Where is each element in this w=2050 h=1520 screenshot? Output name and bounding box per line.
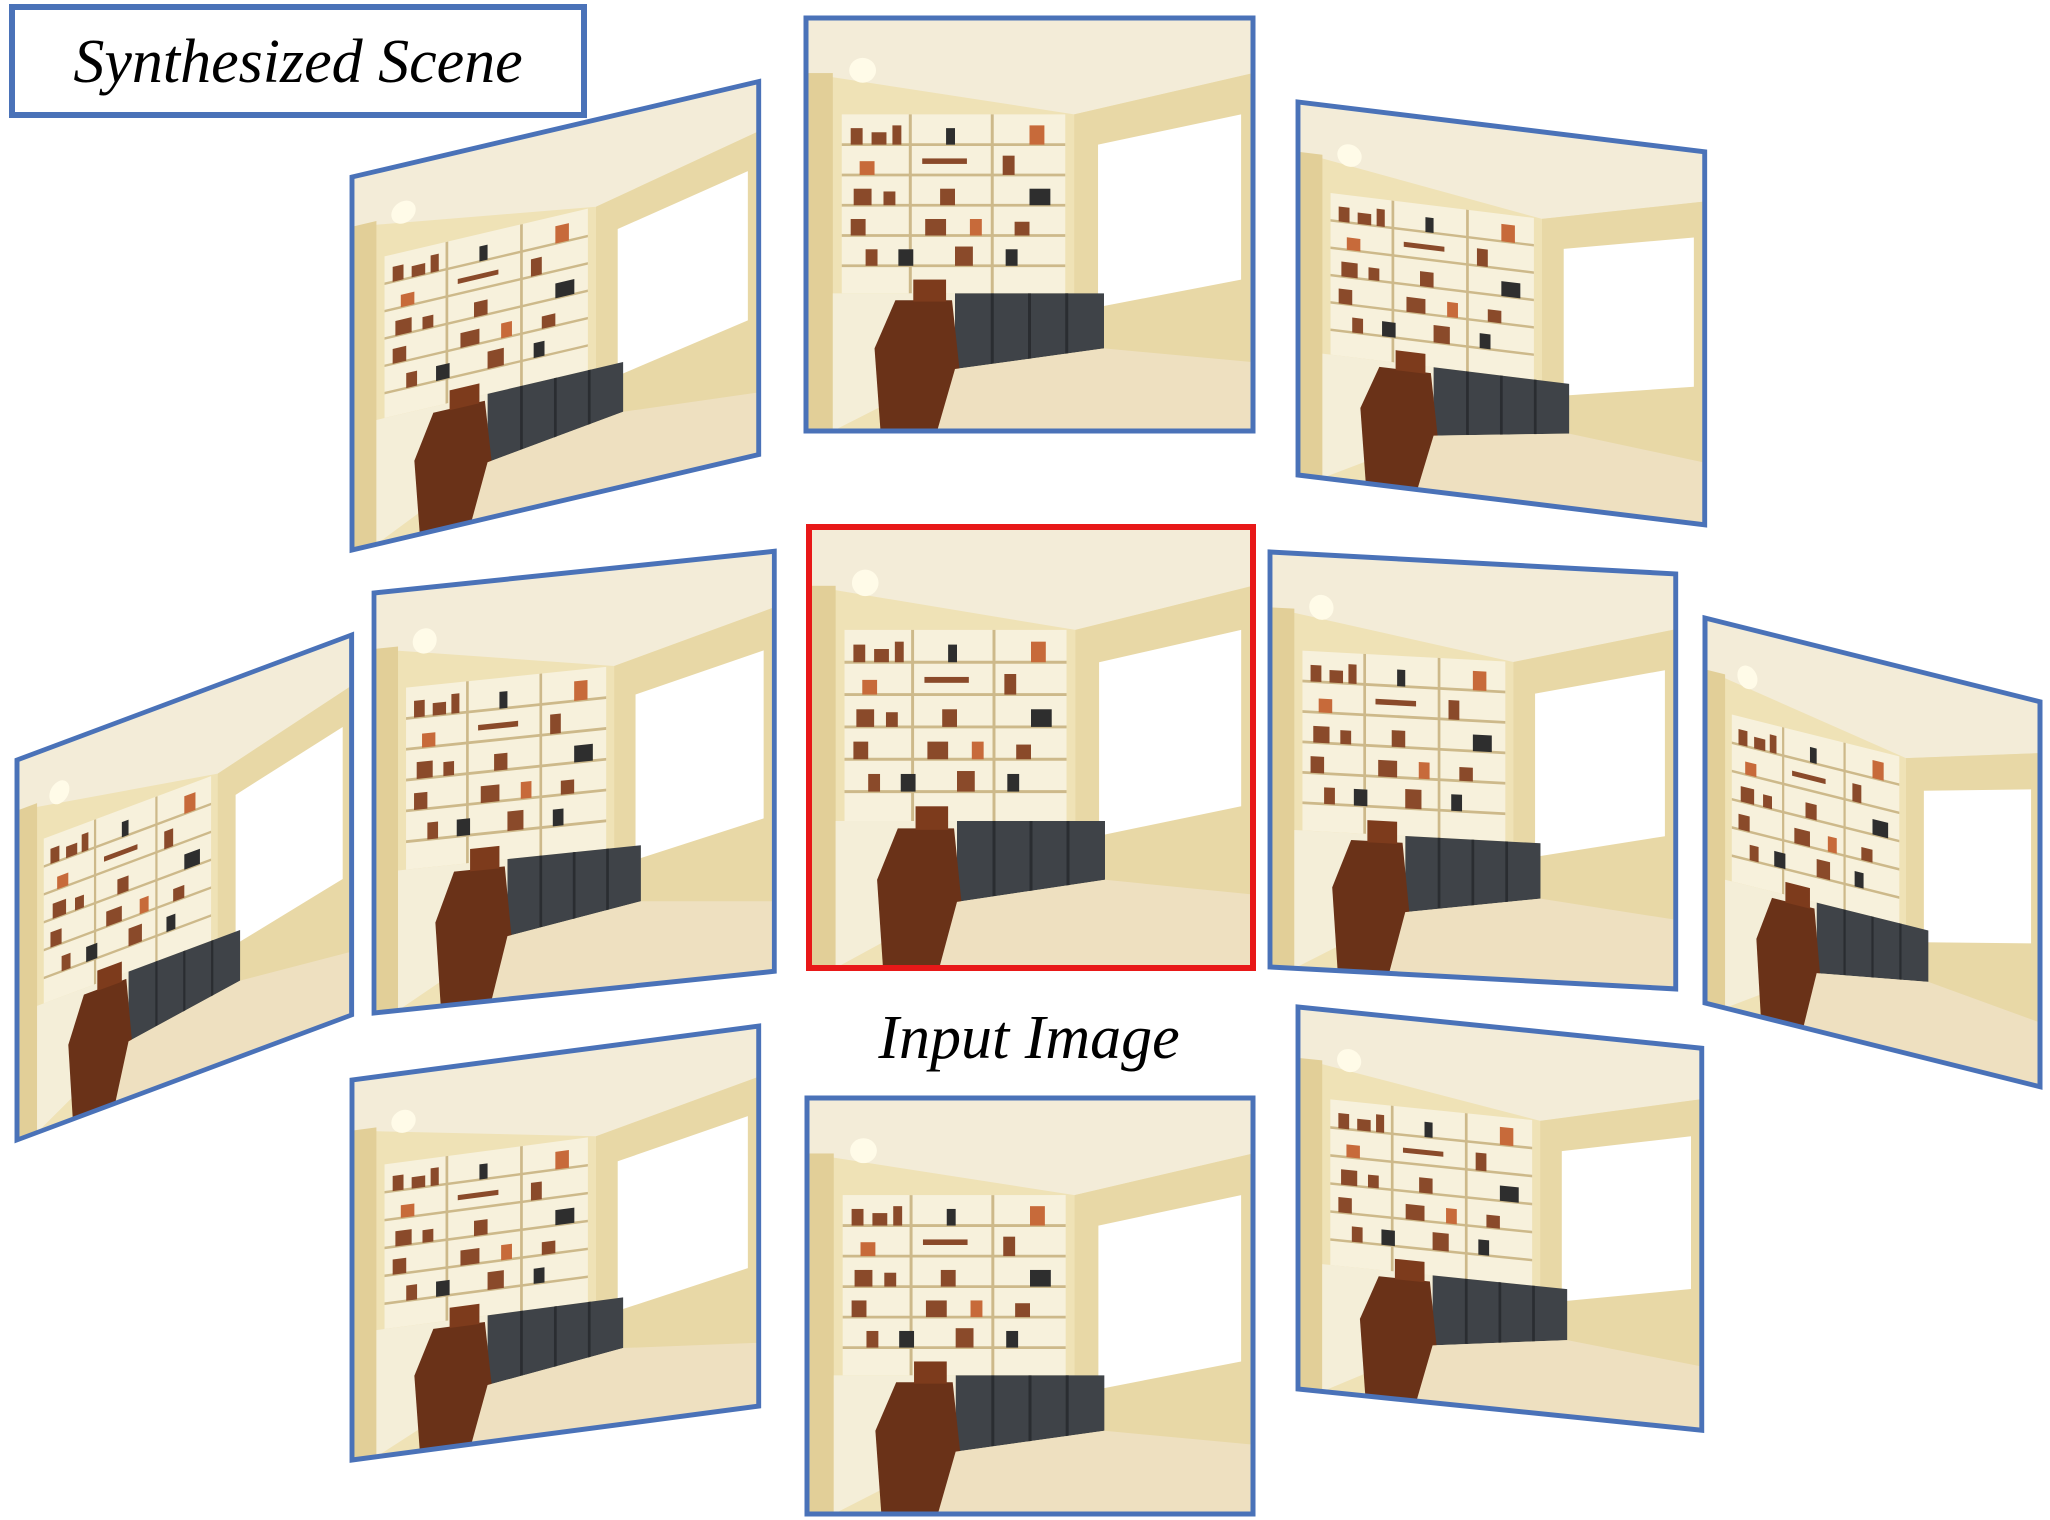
view-frame <box>349 1023 762 1463</box>
input-frame <box>806 524 1256 971</box>
room-scene-image <box>806 18 1253 431</box>
view-frame <box>1295 99 1708 528</box>
title-frame <box>9 4 587 118</box>
room-scene-image <box>807 1098 1253 1514</box>
view-input <box>806 524 1256 971</box>
room-scene-image <box>17 634 352 1140</box>
room-scene-image <box>352 81 759 550</box>
room-scene-image <box>1270 552 1676 989</box>
view-mid-right <box>1267 549 1679 992</box>
view-top-right <box>1295 99 1708 528</box>
view-frame <box>804 1095 1256 1517</box>
figure-title: Synthesized Scene <box>73 28 522 96</box>
view-frame <box>803 15 1256 434</box>
view-top-left <box>349 78 762 554</box>
view-mid-far-left <box>14 631 355 1144</box>
room-scene-image <box>374 551 775 1013</box>
room-scene-image <box>352 1026 759 1460</box>
view-bottom-right <box>1295 1004 1705 1433</box>
input-caption: Input Image <box>877 1004 1179 1072</box>
title-box: Synthesized Scene <box>9 4 587 118</box>
view-frame <box>371 548 777 1016</box>
view-frame <box>1267 549 1679 992</box>
view-top-center <box>803 15 1256 434</box>
view-mid-left <box>371 548 777 1016</box>
view-bottom-center <box>804 1095 1256 1517</box>
view-frame <box>349 78 762 554</box>
view-frame <box>14 631 355 1144</box>
view-bottom-left <box>349 1023 762 1463</box>
view-frame <box>1295 1004 1705 1433</box>
room-scene-image <box>1298 1007 1702 1431</box>
room-scene-image <box>809 527 1253 968</box>
room-scene-image <box>1298 102 1705 525</box>
input-caption-group: Input Image <box>877 1004 1179 1072</box>
view-frame <box>1702 614 2043 1090</box>
view-mid-far-right <box>1702 614 2043 1090</box>
